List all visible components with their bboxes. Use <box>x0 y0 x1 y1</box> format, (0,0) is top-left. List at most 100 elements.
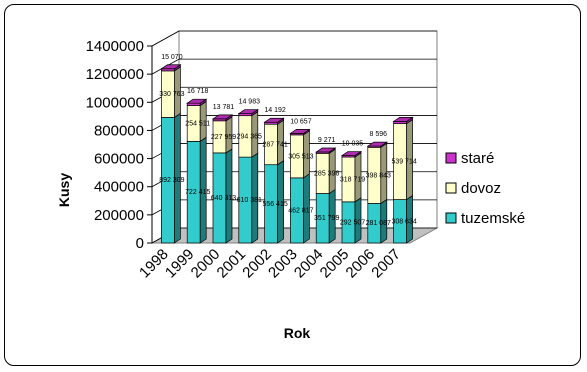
bar-front <box>186 102 201 106</box>
bar-segment: 351 799 <box>314 188 339 244</box>
bar-stack: 308 634 539 714 <box>391 116 417 244</box>
bar-top <box>237 109 259 114</box>
y-tick-label: 800000 <box>94 122 144 139</box>
bar-top <box>315 147 337 153</box>
x-tick-label: 2007 <box>368 246 404 282</box>
y-tick-label: 0 <box>136 235 144 252</box>
bar-stack: 640 313 227 959 13 781 <box>211 104 236 244</box>
bar-segment: 10 035 <box>340 141 364 158</box>
legend-swatch <box>445 152 457 164</box>
y-tick-label: 400000 <box>94 179 144 196</box>
bar-top <box>289 129 311 134</box>
legend-item: dovoz <box>445 180 501 197</box>
bar-segment: 610 381 <box>237 152 262 244</box>
data-label: 10 657 <box>290 118 312 125</box>
gridline <box>151 58 437 75</box>
y-axis: 0 200000 400000 600000 800000 1000000 1200000 1… <box>86 38 153 252</box>
bar-segment <box>392 116 414 125</box>
data-label: 462 817 <box>288 207 313 214</box>
bar-stack: 556 415 287 741 14 192 <box>262 107 288 244</box>
data-label: 16 718 <box>187 88 209 95</box>
data-label: 287 741 <box>262 141 287 148</box>
bar-top <box>160 64 182 70</box>
x-axis-title: Rok <box>284 325 311 341</box>
bar-segment: 9 271 <box>315 137 337 154</box>
data-label: 10 035 <box>342 141 364 148</box>
data-label: 292 507 <box>340 219 365 226</box>
bar-segment: 227 959 <box>211 116 236 154</box>
bar-segment: 14 192 <box>263 107 286 125</box>
bar-top <box>263 117 285 123</box>
bar-top <box>186 98 208 104</box>
data-label: 330 763 <box>159 91 184 98</box>
data-label: 640 313 <box>211 195 236 202</box>
bar-segment: 287 741 <box>262 119 288 166</box>
data-label: 281 087 <box>366 220 391 227</box>
data-label: 539 714 <box>391 159 416 166</box>
bar-segment: 398 843 <box>366 142 391 205</box>
bar-stack: 281 087 398 843 8 596 <box>366 131 391 244</box>
data-label: 308 634 <box>391 218 416 225</box>
y-tick-label: 1000000 <box>86 94 144 111</box>
y-tick-label: 1400000 <box>86 38 144 55</box>
bar-segment: 254 511 <box>185 100 210 142</box>
data-label: 398 843 <box>366 172 391 179</box>
bar-segment: 294 365 <box>237 111 262 158</box>
data-label: 351 799 <box>314 215 339 222</box>
bar-segment: 281 087 <box>366 198 391 244</box>
bar-segment: 318 719 <box>340 152 365 203</box>
y-tick-label: 200000 <box>94 207 144 224</box>
data-label: 294 365 <box>237 133 262 140</box>
legend: staré dovoz tuzemské <box>445 150 525 227</box>
legend-swatch <box>445 212 457 224</box>
bar-segment: 10 657 <box>289 118 312 136</box>
gridline <box>151 30 437 47</box>
data-label: 14 983 <box>239 99 261 106</box>
y-axis-title: Kusy <box>56 173 72 207</box>
bar-stack: 610 381 294 365 14 983 <box>237 99 262 244</box>
bar-segment: 8 596 <box>366 131 388 148</box>
bar-stack: 722 415 254 511 16 718 <box>185 88 210 244</box>
bar-top <box>366 141 388 147</box>
legend-label: staré <box>461 150 494 167</box>
y-tick-label: 600000 <box>94 151 144 168</box>
legend-label: dovoz <box>461 180 501 197</box>
y-tick-label: 1200000 <box>86 66 144 83</box>
data-label: 9 271 <box>318 137 336 144</box>
bar-top <box>211 114 234 120</box>
bar-segment: 722 415 <box>185 136 210 244</box>
legend-label: tuzemské <box>461 210 525 227</box>
bar-segment: 539 714 <box>391 118 417 201</box>
bar-segment: 462 817 <box>288 173 314 244</box>
data-label: 15 070 <box>161 54 183 61</box>
legend-item: tuzemské <box>445 210 525 227</box>
bar-segment: 292 507 <box>340 197 365 244</box>
data-label: 227 959 <box>211 134 236 141</box>
bar-segment: 556 415 <box>262 160 288 244</box>
legend-swatch <box>445 182 457 194</box>
bar-stack: 892 309 330 763 15 070 <box>159 54 185 244</box>
bar-segment: 16 718 <box>186 88 209 107</box>
data-label: 722 415 <box>185 189 210 196</box>
bar-stack: 351 799 285 398 9 271 <box>314 137 339 244</box>
bar-segment: 15 070 <box>160 54 183 72</box>
data-label: 8 596 <box>370 131 388 138</box>
bar-top <box>340 151 363 156</box>
bar-top <box>392 117 414 122</box>
bar-segment: 14 983 <box>237 99 261 117</box>
data-label: 13 781 <box>213 104 235 111</box>
legend-item: staré <box>445 150 494 167</box>
data-label: 254 511 <box>185 120 210 127</box>
data-label: 318 719 <box>340 176 365 183</box>
data-label: 305 513 <box>288 153 313 160</box>
data-label: 556 415 <box>262 201 287 208</box>
bar-stack: 462 817 305 513 10 657 <box>288 118 314 244</box>
data-label: 892 309 <box>159 177 184 184</box>
bar-segment: 13 781 <box>211 104 235 122</box>
bars: 892 309 330 763 15 070 722 415 254 511 16 718… <box>159 54 417 244</box>
data-label: 285 398 <box>314 170 339 177</box>
data-label: 14 192 <box>264 107 286 114</box>
data-label: 610 381 <box>237 197 262 204</box>
